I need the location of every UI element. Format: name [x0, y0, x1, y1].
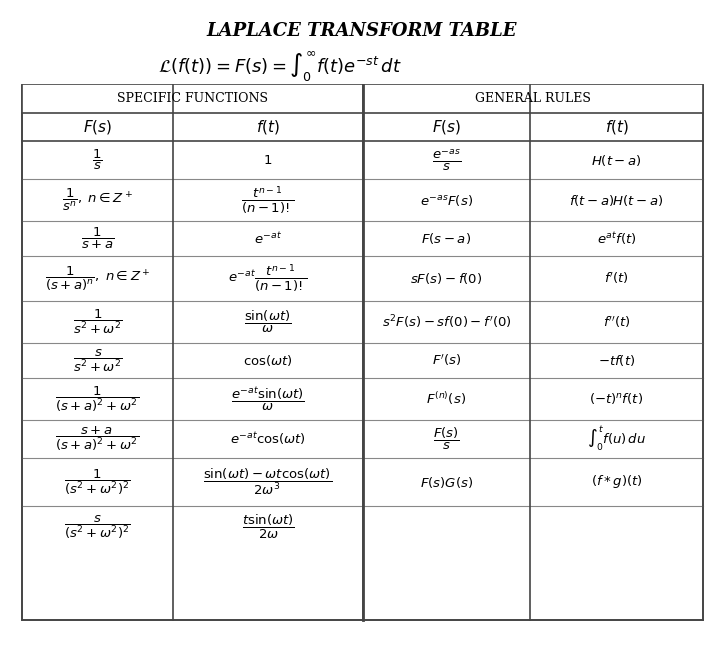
Text: SPECIFIC FUNCTIONS: SPECIFIC FUNCTIONS	[117, 92, 268, 106]
Text: $\int_0^t f(u)\, du$: $\int_0^t f(u)\, du$	[587, 424, 646, 453]
Text: $f(t)$: $f(t)$	[605, 118, 629, 136]
Text: LAPLACE TRANSFORM TABLE: LAPLACE TRANSFORM TABLE	[207, 22, 517, 40]
Text: $H(t-a)$: $H(t-a)$	[591, 152, 642, 168]
Text: $\dfrac{s}{s^2+\omega^2}$: $\dfrac{s}{s^2+\omega^2}$	[72, 347, 123, 374]
Text: $\mathcal{L}(f(t)) = F(s) = \int_0^{\infty} f(t)e^{-st}\, dt$: $\mathcal{L}(f(t)) = F(s) = \int_0^{\inf…	[158, 50, 402, 84]
Text: $f(t-a)H(t-a)$: $f(t-a)H(t-a)$	[569, 193, 664, 207]
Text: $\dfrac{t^{n-1}}{(n-1)!}$: $\dfrac{t^{n-1}}{(n-1)!}$	[241, 184, 294, 216]
Text: $\dfrac{e^{-as}}{s}$: $\dfrac{e^{-as}}{s}$	[432, 147, 461, 172]
Text: $F(s-a)$: $F(s-a)$	[421, 231, 471, 246]
Text: $\dfrac{1}{s+a}$: $\dfrac{1}{s+a}$	[81, 226, 114, 251]
Text: $\dfrac{1}{(s+a)^2+\omega^2}$: $\dfrac{1}{(s+a)^2+\omega^2}$	[55, 384, 140, 414]
Text: $(-t)^n f(t)$: $(-t)^n f(t)$	[589, 391, 644, 407]
Text: $-tf(t)$: $-tf(t)$	[598, 353, 635, 368]
Text: $F(s)$: $F(s)$	[432, 118, 461, 136]
Text: $e^{-as}F(s)$: $e^{-as}F(s)$	[420, 193, 473, 207]
Text: $F^{\prime}(s)$: $F^{\prime}(s)$	[432, 352, 461, 368]
Text: $\dfrac{\sin(\omega t)}{\omega}$: $\dfrac{\sin(\omega t)}{\omega}$	[244, 309, 291, 335]
Text: $sF(s)-f(0)$: $sF(s)-f(0)$	[410, 271, 483, 286]
Text: $e^{at}f(t)$: $e^{at}f(t)$	[597, 230, 637, 247]
Text: $e^{-at}\dfrac{t^{n-1}}{(n-1)!}$: $e^{-at}\dfrac{t^{n-1}}{(n-1)!}$	[228, 263, 307, 294]
Text: $\dfrac{s+a}{(s+a)^2+\omega^2}$: $\dfrac{s+a}{(s+a)^2+\omega^2}$	[55, 425, 140, 453]
Text: $\dfrac{s}{(s^2+\omega^2)^2}$: $\dfrac{s}{(s^2+\omega^2)^2}$	[65, 513, 130, 541]
Bar	[22, 85, 703, 620]
Text: $\dfrac{1}{(s^2+\omega^2)^2}$: $\dfrac{1}{(s^2+\omega^2)^2}$	[65, 467, 130, 497]
Text: $\dfrac{1}{(s+a)^n},\; n \in Z^+$: $\dfrac{1}{(s+a)^n},\; n \in Z^+$	[45, 265, 150, 292]
Text: $\dfrac{t\sin(\omega t)}{2\omega}$: $\dfrac{t\sin(\omega t)}{2\omega}$	[241, 513, 294, 541]
Text: $(f*g)(t)$: $(f*g)(t)$	[591, 473, 642, 490]
Text: $e^{-at}$: $e^{-at}$	[254, 231, 282, 246]
Bar	[22, 85, 703, 113]
Text: $f^{\prime\prime}(t)$: $f^{\prime\prime}(t)$	[602, 314, 630, 330]
Text: $\dfrac{\sin(\omega t)-\omega t\cos(\omega t)}{2\omega^3}$: $\dfrac{\sin(\omega t)-\omega t\cos(\ome…	[204, 467, 333, 497]
Text: $f^{\prime}(t)$: $f^{\prime}(t)$	[604, 271, 629, 286]
Text: $s^2F(s)-sf(0)-f^{\prime}(0)$: $s^2F(s)-sf(0)-f^{\prime}(0)$	[381, 314, 511, 331]
Text: $\dfrac{F(s)}{s}$: $\dfrac{F(s)}{s}$	[433, 426, 460, 452]
Text: $\dfrac{1}{s}$: $\dfrac{1}{s}$	[92, 148, 103, 172]
Text: $\dfrac{e^{-at}\sin(\omega t)}{\omega}$: $\dfrac{e^{-at}\sin(\omega t)}{\omega}$	[231, 385, 305, 413]
Text: $F(s)$: $F(s)$	[83, 118, 112, 136]
Text: GENERAL RULES: GENERAL RULES	[475, 92, 591, 106]
Text: $\dfrac{1}{s^2+\omega^2}$: $\dfrac{1}{s^2+\omega^2}$	[72, 308, 123, 336]
Text: $1$: $1$	[263, 154, 273, 166]
Text: $F(s)G(s)$: $F(s)G(s)$	[420, 475, 473, 490]
Text: $e^{-at}\cos(\omega t)$: $e^{-at}\cos(\omega t)$	[230, 431, 306, 447]
Text: $F^{(n)}(s)$: $F^{(n)}(s)$	[426, 391, 466, 407]
Text: $\cos(\omega t)$: $\cos(\omega t)$	[243, 353, 293, 368]
Text: $f(t)$: $f(t)$	[256, 118, 280, 136]
Text: $\dfrac{1}{s^n},\; n \in Z^+$: $\dfrac{1}{s^n},\; n \in Z^+$	[62, 187, 133, 213]
